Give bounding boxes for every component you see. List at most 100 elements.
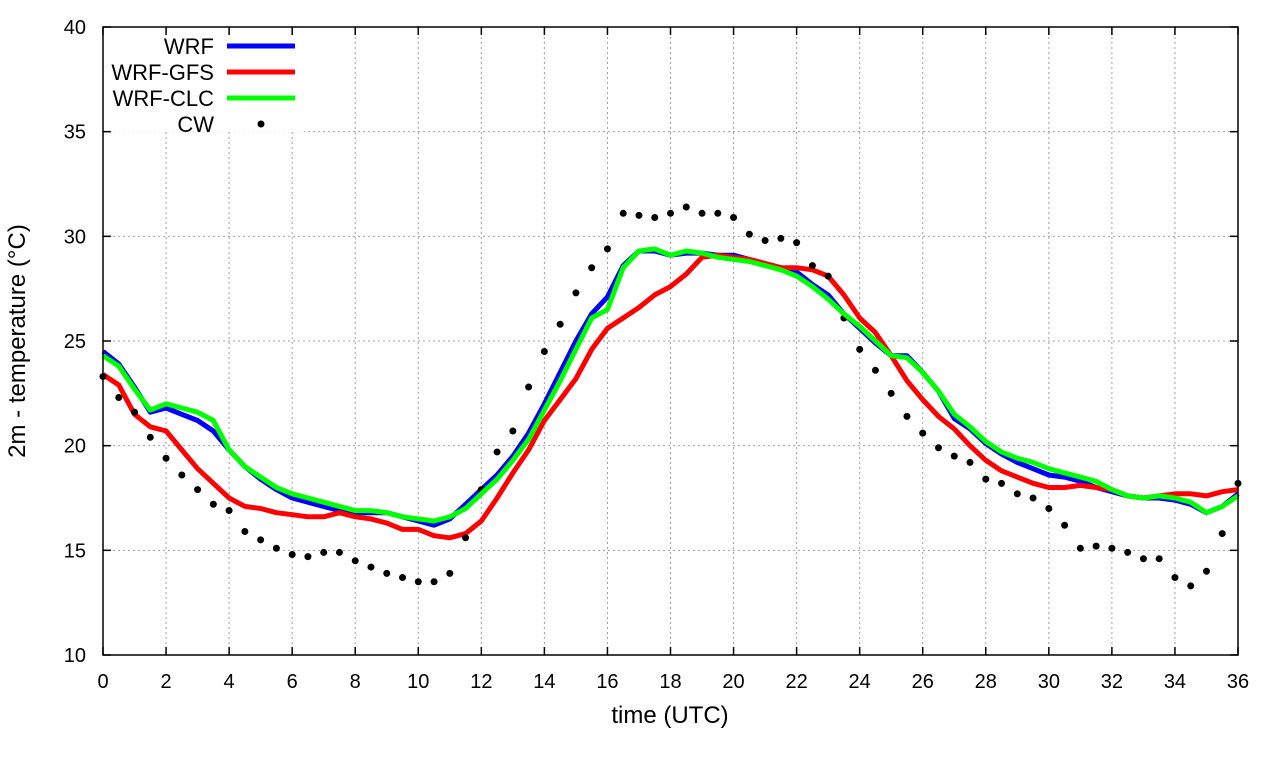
ticks: 0 2 4 6 8 10 12 14 16 18 20 22 24 26 28 30 32 34 361015202… — [64, 17, 1249, 693]
data-point-cw — [351, 557, 359, 565]
y-tick-label: 20 — [64, 436, 86, 458]
data-point-cw — [887, 389, 895, 397]
data-point-cw — [556, 320, 564, 328]
data-point-cw — [304, 553, 312, 561]
x-tick-label: 34 — [1164, 671, 1186, 693]
data-point-cw — [572, 289, 580, 297]
series-points-cw — [99, 203, 1242, 590]
data-point-cw — [462, 534, 470, 542]
data-point-cw — [793, 239, 801, 247]
data-point-cw — [178, 471, 186, 479]
data-point-cw — [399, 574, 407, 582]
x-tick-label: 26 — [912, 671, 934, 693]
data-point-cw — [162, 454, 170, 462]
data-point-cw — [982, 475, 990, 483]
data-point-cw — [131, 408, 139, 416]
x-tick-label: 24 — [849, 671, 871, 693]
data-point-cw — [194, 486, 202, 494]
data-point-cw — [1045, 504, 1053, 512]
data-point-cw — [272, 544, 280, 552]
x-tick-label: 18 — [659, 671, 681, 693]
legend-label: CW — [177, 112, 214, 137]
x-tick-label: 32 — [1101, 671, 1123, 693]
data-point-cw — [966, 458, 974, 466]
data-point-cw — [288, 551, 296, 559]
data-point-cw — [777, 234, 785, 242]
x-tick-label: 14 — [533, 671, 555, 693]
data-point-cw — [667, 209, 674, 217]
x-tick-label: 20 — [722, 671, 744, 693]
data-point-cw — [1171, 574, 1179, 582]
y-tick-label: 10 — [64, 645, 86, 667]
data-point-cw — [1139, 555, 1147, 563]
data-point-cw — [320, 548, 328, 556]
data-point-cw — [1202, 567, 1210, 575]
data-point-cw — [1076, 544, 1084, 552]
data-point-cw — [919, 429, 927, 437]
y-tick-label: 35 — [64, 122, 86, 144]
data-point-cw — [950, 452, 958, 460]
data-point-cw — [1013, 490, 1021, 498]
legend-label: WRF — [164, 34, 214, 59]
legend-label: WRF-GFS — [111, 60, 214, 85]
y-axis-label: 2m - temperature (°C) — [4, 224, 31, 458]
data-point-cw — [698, 209, 706, 217]
data-point-cw — [934, 444, 942, 452]
data-point-cw — [446, 569, 454, 577]
data-point-cw — [1187, 582, 1195, 590]
x-tick-label: 2 — [160, 671, 171, 693]
data-point-cw — [1124, 548, 1132, 556]
series-group — [99, 203, 1242, 590]
data-point-cw — [225, 507, 233, 515]
data-point-cw — [682, 203, 690, 211]
data-point-cw — [808, 262, 816, 270]
data-point-cw — [856, 345, 864, 353]
data-point-cw — [871, 366, 879, 374]
y-tick-label: 25 — [64, 331, 86, 353]
data-point-cw — [714, 209, 722, 217]
x-tick-label: 16 — [596, 671, 618, 693]
x-tick-label: 12 — [470, 671, 492, 693]
data-point-cw — [824, 272, 832, 280]
x-axis-label: time (UTC) — [611, 702, 728, 729]
data-point-cw — [1218, 530, 1226, 538]
legend-label: WRF-CLC — [113, 86, 215, 111]
data-point-cw — [745, 230, 753, 238]
x-tick-label: 0 — [97, 671, 108, 693]
x-tick-label: 6 — [287, 671, 298, 693]
data-point-cw — [335, 548, 343, 556]
x-tick-label: 36 — [1227, 671, 1249, 693]
data-point-cw — [367, 563, 375, 571]
x-tick-label: 22 — [785, 671, 807, 693]
data-point-cw — [525, 383, 533, 391]
data-point-cw — [651, 213, 659, 221]
legend-swatch-point — [257, 120, 265, 128]
x-tick-label: 8 — [350, 671, 361, 693]
x-tick-label: 10 — [407, 671, 429, 693]
data-point-cw — [588, 264, 596, 272]
data-point-cw — [903, 412, 911, 420]
data-point-cw — [540, 347, 548, 355]
y-tick-label: 15 — [64, 540, 86, 562]
data-point-cw — [603, 245, 611, 253]
data-point-cw — [509, 427, 517, 435]
series-line-wrf-gfs — [101, 252, 1239, 541]
data-point-cw — [619, 209, 627, 217]
data-point-cw — [998, 479, 1006, 487]
x-tick-label: 4 — [224, 671, 235, 693]
data-point-cw — [1108, 544, 1116, 552]
x-tick-label: 30 — [1038, 671, 1060, 693]
data-point-cw — [146, 433, 154, 441]
data-point-cw — [1092, 542, 1100, 550]
data-point-cw — [430, 578, 438, 586]
y-tick-label: 40 — [64, 17, 86, 39]
data-point-cw — [1029, 494, 1037, 502]
grid — [103, 27, 1238, 655]
data-point-cw — [730, 213, 738, 221]
data-point-cw — [761, 237, 769, 245]
y-tick-label: 30 — [64, 226, 86, 248]
data-point-cw — [1061, 521, 1069, 529]
data-point-cw — [1155, 555, 1163, 563]
